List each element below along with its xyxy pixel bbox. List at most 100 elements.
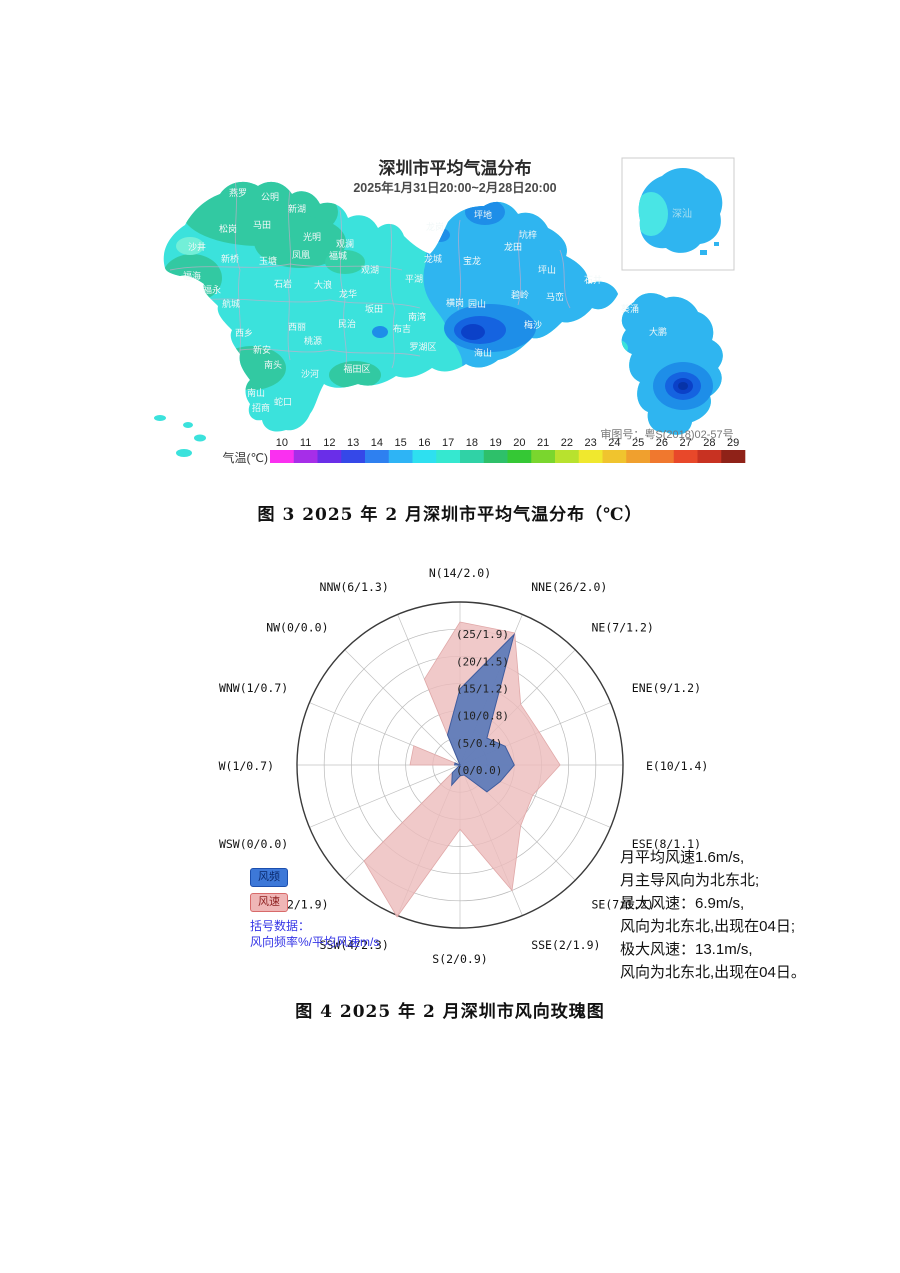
- wind-statistics-line: 极大风速：13.1m/s,: [620, 941, 753, 958]
- colorbar-cell: [460, 450, 485, 463]
- map-credit: 审图号：粤S(2018)02-57号: [600, 427, 733, 441]
- colorbar-tick: 12: [323, 437, 335, 449]
- district-label-沙河: 沙河: [301, 368, 319, 379]
- rose-ring-label: (25/1.9): [456, 628, 509, 641]
- colorbar-cell: [555, 450, 580, 463]
- rose-ring-label: (0/0.0): [456, 764, 502, 777]
- district-label-坑梓: 坑梓: [519, 229, 537, 240]
- colorbar-tick: 29: [727, 437, 739, 449]
- temperature-colorbar: 气温(℃) 10 11 12 13 14 15 16 17 18 19 20 21 22 23 24 25 26…: [223, 437, 746, 465]
- figure3-caption: 图 3 2025 年 2 月深圳市平均气温分布（℃）: [257, 505, 643, 525]
- colorbar-tick: 27: [680, 437, 692, 449]
- district-label-石井: 石井: [584, 274, 602, 285]
- colorbar-cell: [697, 450, 722, 463]
- district-label-马峦: 马峦: [546, 291, 564, 302]
- district-label-平湖: 平湖: [405, 274, 423, 284]
- colorbar-cell: [578, 450, 603, 463]
- district-label-西丽: 西丽: [288, 322, 306, 332]
- rose-direction-label-NNW: NNW(6/1.3): [320, 580, 389, 594]
- inset-label: 深汕: [672, 208, 692, 220]
- district-label-燕罗: 燕罗: [229, 187, 247, 198]
- district-label-观湖: 观湖: [361, 265, 379, 275]
- district-label-光明: 光明: [303, 231, 321, 242]
- rose-direction-label-NE: NE(7/1.2): [592, 621, 654, 635]
- rose-direction-label-N: N(14/2.0): [429, 566, 491, 580]
- legend-frequency-swatch: 风频: [250, 868, 288, 887]
- colorbar-tick: 22: [561, 437, 573, 449]
- district-label-玉塘: 玉塘: [259, 255, 277, 266]
- wind-statistics-line: 风向为北东北,出现在04日;: [620, 918, 796, 935]
- colorbar-tick: 17: [442, 437, 454, 449]
- legend-speed-swatch: 风速: [250, 893, 288, 912]
- wind-statistics-text: 月平均风速1.6m/s, 月主导风向为北东北; 最大风速：6.9m/s, 风向为北东北…: [620, 846, 895, 984]
- district-label-公明: 公明: [261, 192, 279, 202]
- colorbar-tick: 18: [466, 437, 478, 449]
- rose-direction-label-NNE: NNE(26/2.0): [531, 580, 607, 594]
- map-title: 深圳市平均气温分布: [379, 158, 532, 179]
- district-label-坂田: 坂田: [365, 304, 383, 314]
- district-label-观澜: 观澜: [336, 239, 354, 249]
- rose-direction-label-WNW: WNW(1/0.7): [219, 681, 288, 695]
- colorbar-tick: 28: [703, 437, 715, 449]
- colorbar-tick: 15: [395, 437, 407, 449]
- district-label-沙井: 沙井: [188, 241, 206, 252]
- rose-ring-label: (20/1.5): [456, 655, 509, 668]
- district-label-龙城: 龙城: [424, 253, 442, 264]
- district-boundaries: [169, 181, 571, 371]
- colorbar-tick: 20: [513, 437, 525, 449]
- wind-statistics-line: 月主导风向为北东北;: [620, 872, 760, 889]
- colorbar-tick: 11: [300, 437, 311, 449]
- colorbar-cell: [721, 450, 746, 463]
- legend-note-body: 风向频率%/平均风速m/s: [250, 935, 380, 949]
- district-label-民治: 民治: [338, 318, 356, 329]
- district-label-布吉: 布吉: [393, 323, 411, 334]
- district-label-福海: 福海: [183, 270, 201, 281]
- colorbar-cell: [507, 450, 532, 463]
- district-label-桃源: 桃源: [304, 335, 322, 346]
- rose-ring-label: (15/1.2): [456, 683, 509, 696]
- colorbar-tick: 10: [276, 437, 288, 449]
- map-inset-shenshan: 深汕: [621, 157, 735, 271]
- district-label-福城: 福城: [329, 250, 347, 261]
- district-label-南山: 南山: [247, 387, 265, 398]
- colorbar-cell: [436, 450, 461, 463]
- district-label-宝龙: 宝龙: [463, 255, 481, 266]
- colorbar-cell: [317, 450, 342, 463]
- district-label-坪地: 坪地: [474, 209, 492, 220]
- colorbar-tick: 13: [347, 437, 359, 449]
- rose-ring-label: (10/0.8): [456, 710, 509, 723]
- colorbar-tick: 21: [537, 437, 549, 449]
- map-subtitle: 2025年1月31日20:00~2月28日20:00: [353, 180, 556, 195]
- district-label-梅沙: 梅沙: [524, 319, 542, 330]
- colorbar-cell: [270, 450, 295, 463]
- district-label-园山: 园山: [468, 299, 486, 309]
- colorbar-tick: 19: [490, 437, 502, 449]
- rose-direction-label-ESE: ESE(8/1.1): [632, 837, 701, 851]
- rose-direction-label-WSW: WSW(0/0.0): [219, 837, 288, 851]
- rose-ring-label: (5/0.4): [456, 737, 502, 750]
- colorbar-cell: [673, 450, 698, 463]
- district-label-新桥: 新桥: [221, 253, 239, 264]
- rose-direction-label-SE: SE(7/1.2): [592, 898, 654, 912]
- rose-direction-label-SSW: SSW(4/2.3): [320, 938, 389, 952]
- colorbar-tick: 14: [371, 437, 383, 449]
- district-label-福永: 福永: [203, 284, 221, 295]
- colorbar-cell: [412, 450, 437, 463]
- district-label-招商: 招商: [252, 402, 270, 413]
- district-label-蛇口: 蛇口: [274, 396, 292, 407]
- wind-frequency-polygon: [446, 632, 516, 793]
- colorbar-cell: [388, 450, 413, 463]
- legend-note-title: 括号数据：: [250, 919, 311, 933]
- figure4-caption: 图 4 2025 年 2 月深圳市风向玫瑰图: [295, 1002, 605, 1022]
- colorbar-cell: [365, 450, 390, 463]
- district-label-大鹏: 大鹏: [649, 326, 667, 337]
- district-label-横岗: 横岗: [446, 297, 464, 308]
- district-label-松岗: 松岗: [219, 223, 237, 234]
- figure4-wind-rose: (0/0.0) (5/0.4) (10/0.8) (15/1.2) (20/1.5) (2…: [219, 566, 709, 966]
- colorbar-cell: [602, 450, 627, 463]
- district-label-龙田: 龙田: [504, 241, 522, 252]
- rose-direction-label-NW: NW(0/0.0): [266, 621, 328, 635]
- rose-outer-circle: [296, 601, 624, 929]
- colorbar-cell: [483, 450, 508, 463]
